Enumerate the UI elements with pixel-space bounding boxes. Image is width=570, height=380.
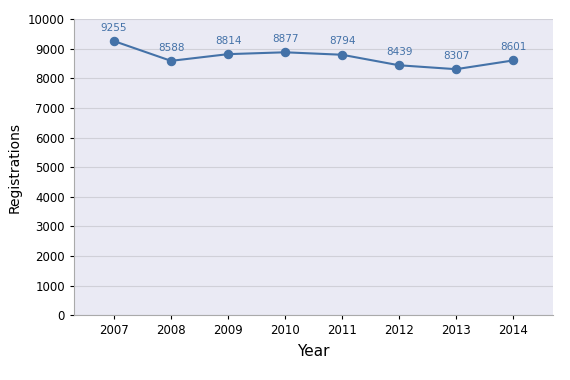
Text: 8601: 8601 — [500, 42, 526, 52]
Y-axis label: Registrations: Registrations — [7, 122, 21, 213]
Text: 8439: 8439 — [386, 47, 412, 57]
Text: 8877: 8877 — [272, 34, 298, 44]
Text: 8794: 8794 — [329, 36, 355, 46]
Text: 8588: 8588 — [158, 43, 184, 52]
X-axis label: Year: Year — [297, 344, 330, 359]
Text: 8307: 8307 — [443, 51, 469, 61]
Text: 9255: 9255 — [101, 23, 127, 33]
Text: 8814: 8814 — [215, 36, 241, 46]
